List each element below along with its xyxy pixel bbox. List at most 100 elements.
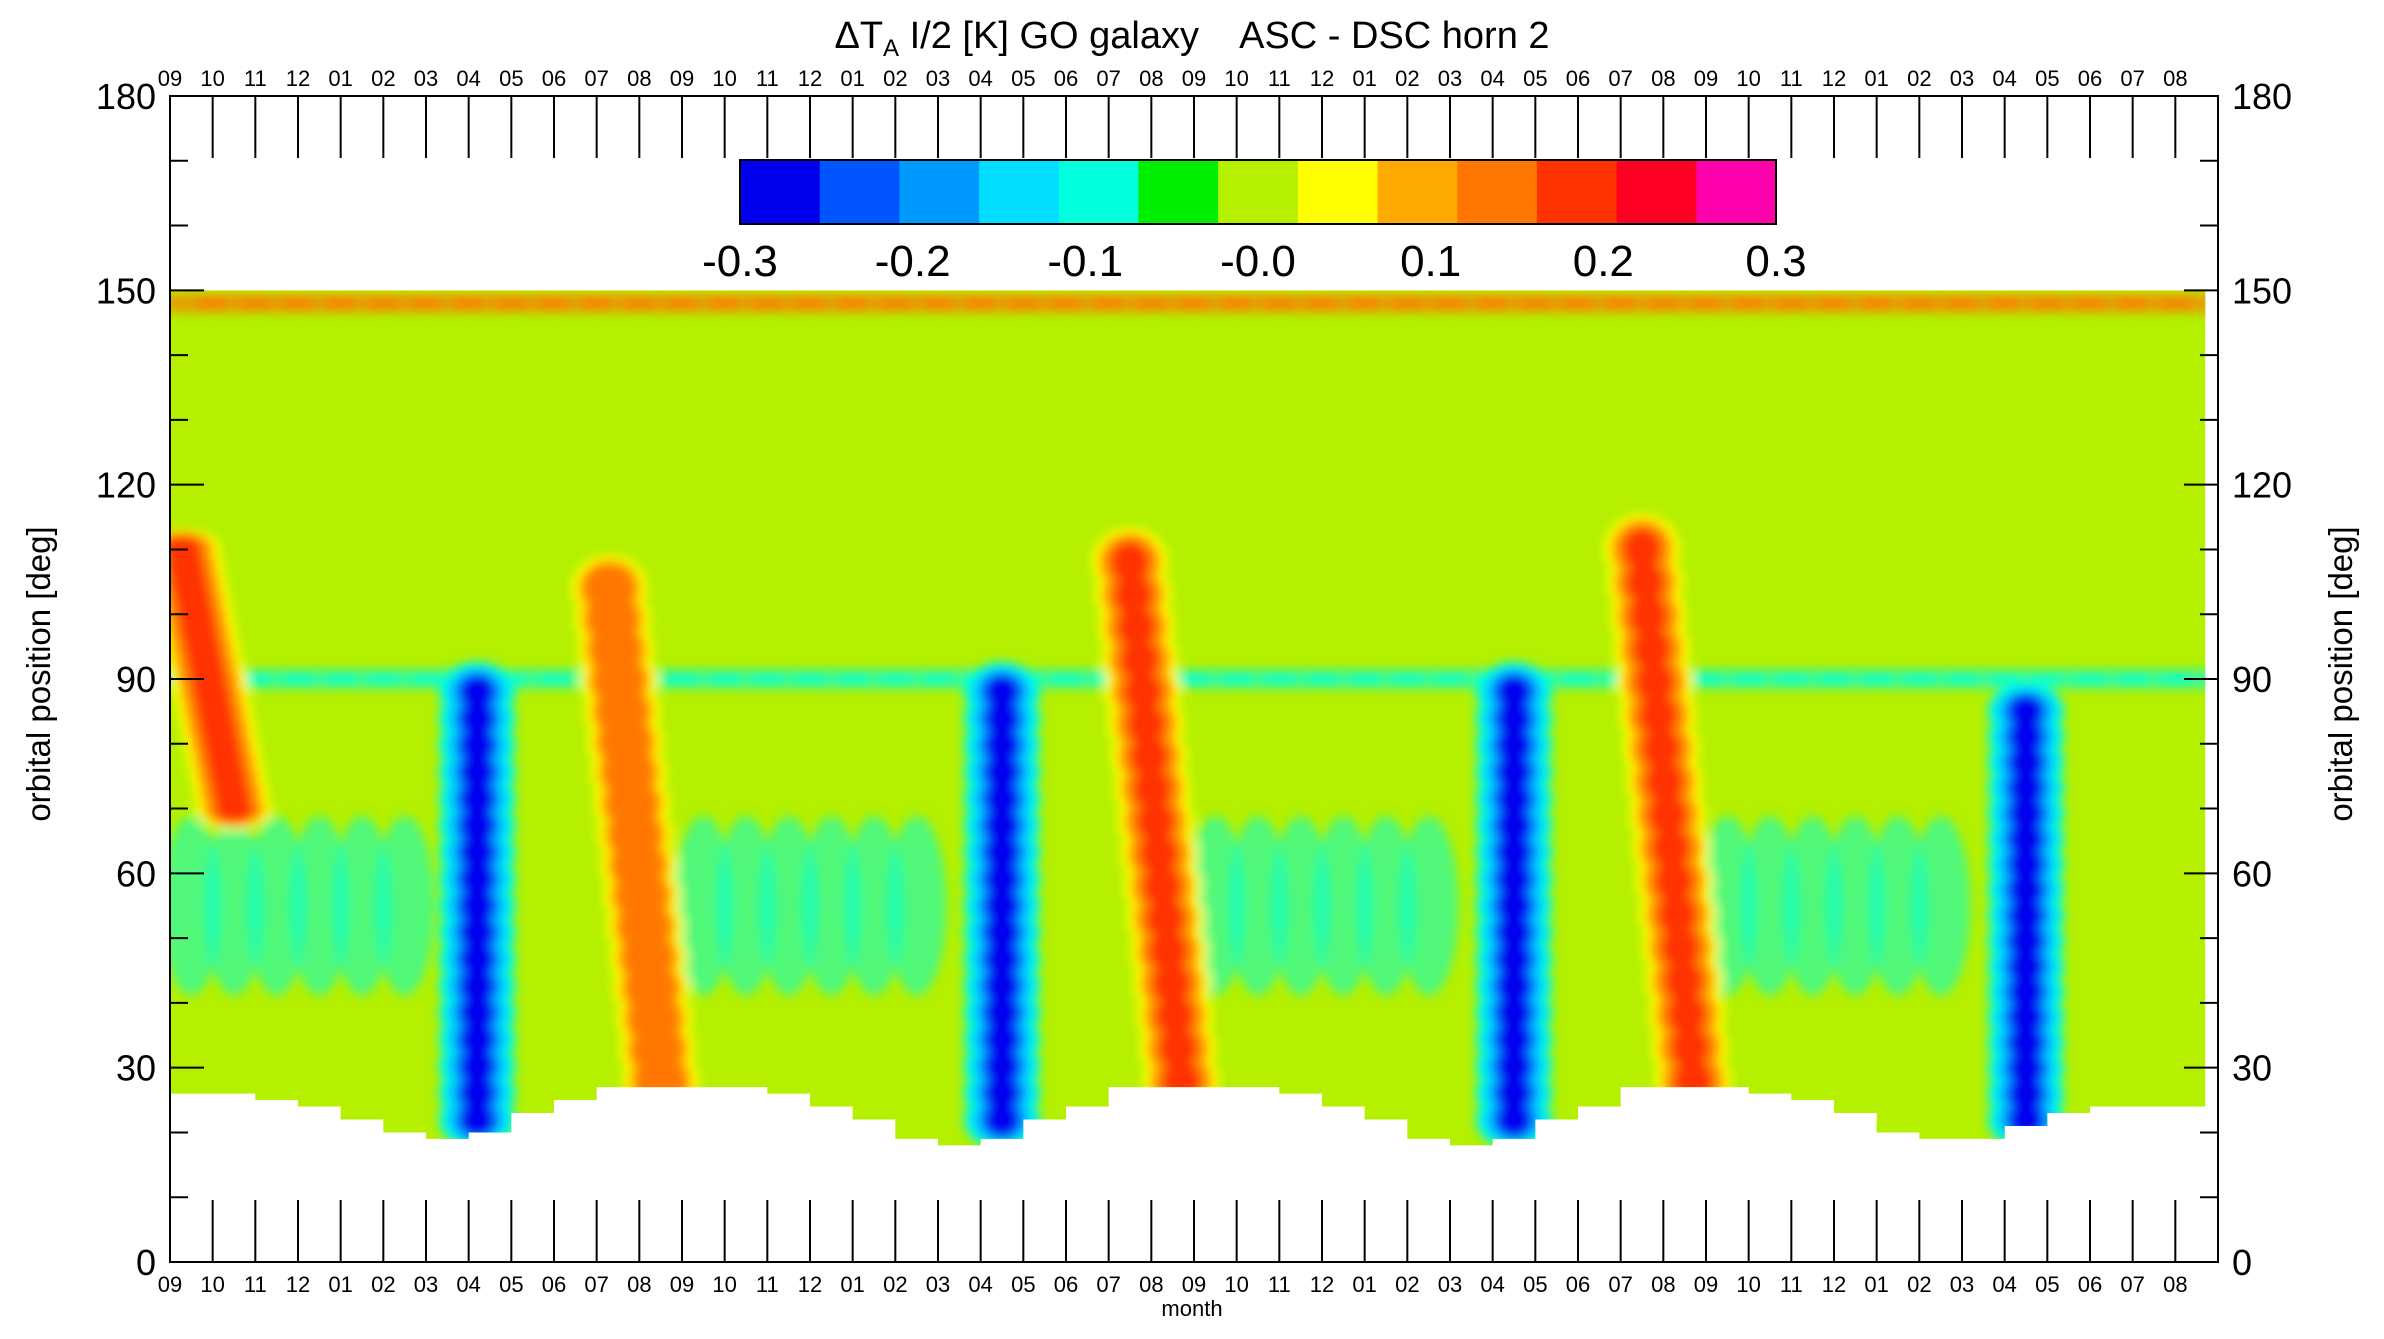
y-tick-label-right: 30 xyxy=(2232,1048,2272,1089)
x-tick-label-bottom: 11 xyxy=(756,1272,779,1297)
field-minimum-cell xyxy=(459,1102,495,1137)
field-maximum-cell xyxy=(595,600,631,638)
colorbar-swatch xyxy=(979,160,1060,224)
chart-title: ΔTA I/2 [K] GO galaxy ASC - DSC horn 2 xyxy=(834,15,1549,62)
x-tick-label-top: 09 xyxy=(670,66,694,91)
field-minimum-cell xyxy=(459,701,495,736)
field-cool-cell xyxy=(673,815,734,996)
field-minimum-cell xyxy=(984,995,1020,1030)
field-maximum-cell xyxy=(1141,834,1177,874)
field-minimum-cell xyxy=(459,968,495,1003)
field-minimum-cell xyxy=(459,861,495,897)
title-suffix: I/2 [K] GO galaxy ASC - DSC horn 2 xyxy=(899,15,1549,57)
x-tick-label-bottom: 12 xyxy=(286,1272,310,1297)
colorbar-swatch xyxy=(1457,160,1538,224)
field-minimum-cell xyxy=(459,915,495,950)
field-cool-cell xyxy=(1228,815,1288,996)
x-tick-label-top: 05 xyxy=(499,66,523,91)
field-maximum-cell xyxy=(1627,562,1663,603)
title-prefix: ΔT xyxy=(834,15,883,57)
field-minimum-cell xyxy=(1496,1022,1532,1057)
x-tick-label-bottom: 12 xyxy=(1822,1272,1846,1297)
x-tick-label-bottom: 12 xyxy=(798,1272,822,1297)
x-tick-label-top: 08 xyxy=(627,66,651,91)
x-tick-label-top: 03 xyxy=(1950,66,1974,91)
y-tick-labels-right: 0 30 60 90 120 150 180 xyxy=(2232,76,2292,1283)
x-tick-label-bottom: 10 xyxy=(712,1272,736,1297)
y-tick-label-right: 150 xyxy=(2232,270,2292,311)
x-tick-label-bottom: 07 xyxy=(1096,1272,1120,1297)
field-maximum-cell xyxy=(614,784,650,823)
x-tick-label-bottom: 04 xyxy=(968,1272,992,1297)
field-minimum-cell xyxy=(984,728,1020,763)
field-minimum-cell xyxy=(1496,701,1532,736)
colorbar-tick-label: -0.3 xyxy=(702,237,778,286)
x-tick-label-top: 12 xyxy=(1310,66,1334,91)
x-tick-label-bottom: 03 xyxy=(1438,1272,1462,1297)
x-tick-label-bottom: 05 xyxy=(1523,1272,1547,1297)
field-minimum-cell xyxy=(459,728,495,763)
field-maximum-cell xyxy=(1134,769,1171,809)
x-tick-label-top: 09 xyxy=(1694,66,1718,91)
field-cool-cell xyxy=(374,815,435,996)
x-tick-label-top: 02 xyxy=(371,66,395,91)
field-minimum-cell xyxy=(1496,942,1532,977)
field-maximum-cell xyxy=(639,1031,676,1069)
field-maximum-cell xyxy=(1630,596,1667,636)
x-tick-label-bottom: 10 xyxy=(1224,1272,1248,1297)
field-maximum-cell xyxy=(1665,961,1702,1001)
x-tick-label-top: 04 xyxy=(1480,66,1504,91)
field-minimum-cell xyxy=(2008,745,2044,779)
colorbar-tick-label: -0.0 xyxy=(1220,237,1296,286)
field-maximum-cell xyxy=(1112,542,1148,582)
field-minimum-cell xyxy=(2008,1000,2044,1035)
field-minimum-cell xyxy=(984,861,1020,897)
field-minimum-cell xyxy=(984,942,1020,977)
x-tick-label-top: 12 xyxy=(286,66,310,91)
field-maximum-cell xyxy=(601,661,637,700)
colorbar-swatch xyxy=(899,160,980,224)
x-tick-label-top: 11 xyxy=(756,66,779,91)
field-cool-cell xyxy=(1270,815,1331,996)
y-tick-label-left: 60 xyxy=(116,853,156,894)
field-minimum-cell xyxy=(2008,847,2044,881)
field-minimum-cell xyxy=(1496,674,1532,710)
x-tick-label-bottom: 08 xyxy=(1651,1272,1675,1297)
x-tick-label-bottom: 11 xyxy=(244,1272,267,1297)
x-tick-label-top: 07 xyxy=(1608,66,1632,91)
field-cool-cell xyxy=(1910,815,1971,996)
field-cool-cell xyxy=(332,815,392,996)
x-tick-label-bottom: 10 xyxy=(200,1272,224,1297)
x-tick-label-bottom: 09 xyxy=(1182,1272,1206,1297)
field-minimum-cell xyxy=(1496,728,1532,763)
field-maximum-cell xyxy=(1118,607,1155,647)
field-maximum-cell xyxy=(1115,575,1151,615)
field-minimum-cell xyxy=(984,968,1020,1003)
y-tick-label-right: 180 xyxy=(2232,76,2292,117)
field-maximum-cell xyxy=(1637,662,1673,702)
x-tick-label-bottom: 07 xyxy=(584,1272,608,1297)
field-maximum-cell xyxy=(607,723,644,761)
x-tick-label-bottom: 09 xyxy=(1694,1272,1718,1297)
field-minimum-cell xyxy=(2008,898,2044,932)
y-tick-label-left: 0 xyxy=(136,1242,156,1283)
field-cool-cell xyxy=(801,815,862,996)
field-maximum-cell xyxy=(611,754,647,792)
field-maximum-cell xyxy=(617,815,653,854)
x-tick-label-top: 02 xyxy=(1907,66,1931,91)
field-minimum-cell xyxy=(1496,968,1532,1003)
field-cool-cell xyxy=(1313,815,1374,996)
axis-ticks xyxy=(169,95,2219,1263)
field-minimum-cell xyxy=(984,835,1020,870)
field-minimum-cell xyxy=(984,808,1020,843)
field-maximum-cell xyxy=(1633,629,1670,669)
colorbar-tick-label: -0.2 xyxy=(875,237,951,286)
field-cool-cell xyxy=(1740,815,1800,996)
y-tick-label-right: 120 xyxy=(2232,465,2292,506)
x-tick-label-bottom: 06 xyxy=(542,1272,566,1297)
field-maximum-cell xyxy=(1128,704,1164,744)
colorbar-swatch xyxy=(1536,160,1618,224)
x-tick-label-top: 02 xyxy=(883,66,907,91)
field-minimum-cell xyxy=(459,888,495,923)
field-maximum-cell xyxy=(1646,762,1683,802)
